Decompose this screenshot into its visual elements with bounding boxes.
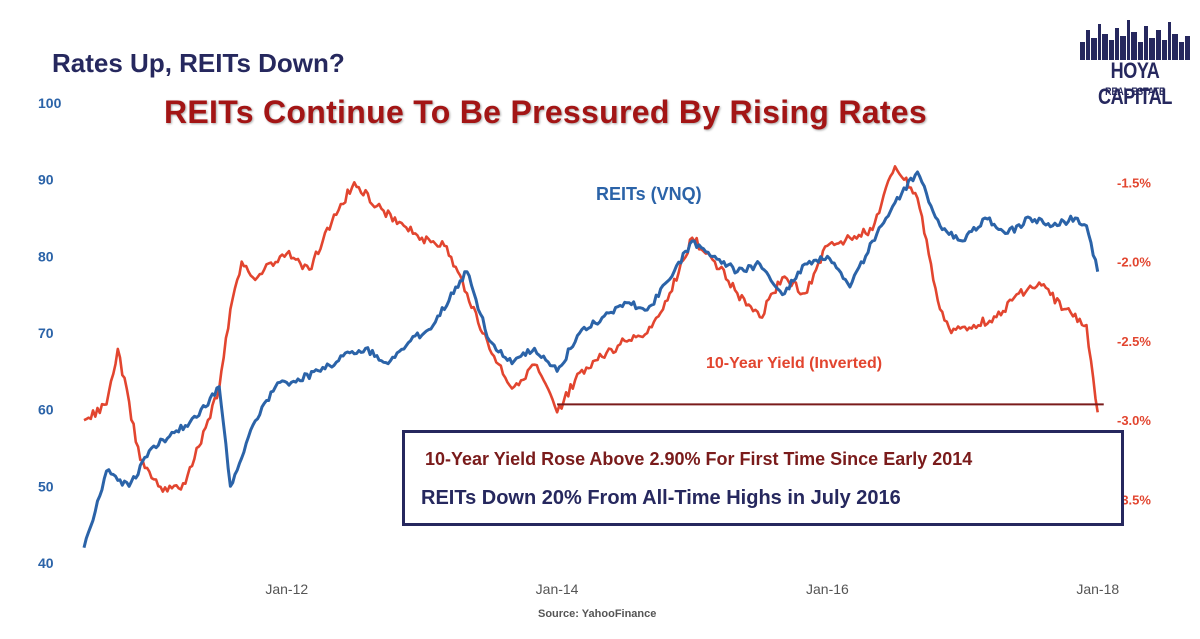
x-tick-label: Jan-12 <box>265 581 308 597</box>
y-left-tick-label: 60 <box>38 402 54 418</box>
y-right-tick-label: -3.0% <box>1117 413 1151 428</box>
y-left-tick-label: 80 <box>38 248 54 264</box>
y-right-tick-label: -2.5% <box>1117 334 1151 349</box>
y-left-tick-label: 40 <box>38 555 54 571</box>
y-right-tick-label: -2.0% <box>1117 255 1151 270</box>
yield-series-line <box>83 165 1099 493</box>
chart-frame: 100 90 80 70 60 50 40 -1.5% -2.0% -2.5% -3.0% -3.5%… <box>14 8 1190 626</box>
x-tick-label: Jan-14 <box>536 581 579 597</box>
logo-name: HOYA CAPITAL <box>1098 58 1172 109</box>
reits-series-label: REITs (VNQ) <box>596 184 702 204</box>
y-right-tick-label: -1.5% <box>1117 175 1151 190</box>
hoya-capital-logo: HOYA CAPITAL REAL ESTATE <box>1076 16 1194 109</box>
y-left-tick-label: 50 <box>38 478 54 494</box>
chart-title: Rates Up, REITs Down? <box>52 48 345 78</box>
reits-series-line <box>82 170 1100 549</box>
x-tick-label: Jan-16 <box>806 581 849 597</box>
chart-svg: 100 90 80 70 60 50 40 -1.5% -2.0% -2.5% -3.0% -3.5%… <box>38 95 1151 597</box>
x-tick-label: Jan-18 <box>1076 581 1119 597</box>
callout-yield-note: 10-Year Yield Rose Above 2.90% For First… <box>425 449 973 469</box>
logo-subtitle: REAL ESTATE <box>1105 86 1165 98</box>
skyline-icon <box>1080 20 1190 60</box>
chart-subtitle: REITs Continue To Be Pressured By Rising… <box>164 94 927 130</box>
callout-reits-note: REITs Down 20% From All-Time Highs in Ju… <box>421 487 901 509</box>
yield-series-label: 10-Year Yield (Inverted) <box>706 355 882 372</box>
y-left-tick-label: 90 <box>38 172 54 188</box>
y-left-tick-label: 100 <box>38 95 62 111</box>
callout-box: 10-Year Yield Rose Above 2.90% For First… <box>402 430 1124 526</box>
source-note: Source: YahooFinance <box>538 608 657 620</box>
y-right-tick-label: -3.5% <box>1117 493 1151 508</box>
y-left-tick-label: 70 <box>38 325 54 341</box>
